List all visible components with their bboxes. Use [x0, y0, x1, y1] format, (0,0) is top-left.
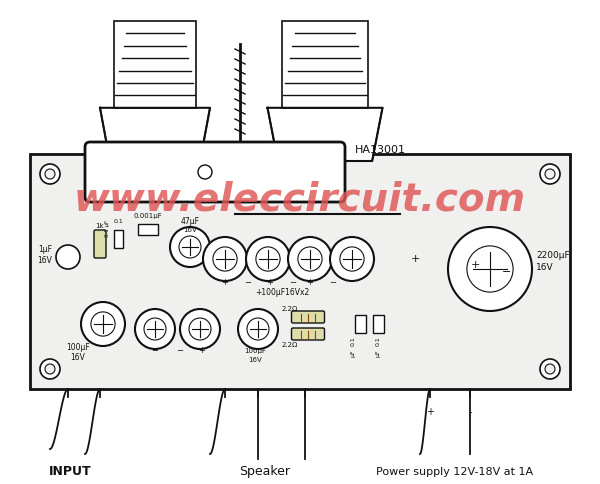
- Circle shape: [448, 227, 532, 311]
- Text: Speaker: Speaker: [239, 465, 290, 478]
- Circle shape: [288, 238, 332, 281]
- Circle shape: [330, 238, 374, 281]
- Circle shape: [56, 245, 80, 270]
- Text: +100μF16Vx2: +100μF16Vx2: [255, 287, 309, 296]
- Circle shape: [247, 318, 269, 340]
- Circle shape: [540, 165, 560, 184]
- Text: 16V: 16V: [248, 356, 262, 362]
- Circle shape: [238, 309, 278, 349]
- Text: −: −: [502, 267, 512, 276]
- Circle shape: [198, 166, 212, 180]
- Text: 0.1: 0.1: [113, 219, 123, 224]
- Text: 16V: 16V: [536, 262, 554, 272]
- Circle shape: [545, 364, 555, 374]
- Text: www.eleccircuit.com: www.eleccircuit.com: [74, 181, 526, 219]
- Text: Power supply 12V-18V at 1A: Power supply 12V-18V at 1A: [376, 466, 533, 476]
- Text: 2.2Ω: 2.2Ω: [282, 341, 298, 348]
- Text: +: +: [470, 259, 479, 270]
- Circle shape: [467, 246, 513, 292]
- Text: −: −: [245, 277, 251, 287]
- Text: −: −: [329, 277, 337, 287]
- Text: 0.1: 0.1: [376, 335, 380, 345]
- Text: 47μF: 47μF: [181, 216, 199, 226]
- Text: +: +: [199, 345, 205, 354]
- Text: 0.1: 0.1: [350, 335, 355, 345]
- Text: −: −: [176, 345, 184, 354]
- Text: +: +: [426, 406, 434, 416]
- Bar: [282, 22, 368, 108]
- Text: −: −: [151, 345, 158, 354]
- FancyBboxPatch shape: [94, 230, 106, 258]
- Circle shape: [135, 309, 175, 349]
- Circle shape: [40, 359, 60, 379]
- Bar: [30, 155, 570, 389]
- Bar: [114, 22, 196, 108]
- Circle shape: [179, 237, 201, 258]
- Circle shape: [45, 364, 55, 374]
- Text: 16V: 16V: [183, 227, 197, 232]
- Text: -: -: [468, 406, 472, 416]
- Text: 1k: 1k: [95, 223, 104, 228]
- Text: +: +: [410, 254, 419, 263]
- Circle shape: [545, 170, 555, 180]
- Text: 1μF: 1μF: [38, 244, 52, 254]
- Polygon shape: [100, 108, 210, 162]
- Circle shape: [180, 309, 220, 349]
- Circle shape: [203, 238, 247, 281]
- Circle shape: [40, 165, 60, 184]
- Text: 2.2Ω: 2.2Ω: [282, 305, 298, 311]
- Text: μF: μF: [376, 348, 380, 356]
- Text: 100μF: 100μF: [66, 342, 90, 351]
- Circle shape: [246, 238, 290, 281]
- Text: 0.1 μF: 0.1 μF: [104, 219, 110, 237]
- Circle shape: [45, 170, 55, 180]
- Bar: [373, 316, 383, 333]
- Text: HA13001: HA13001: [355, 145, 406, 155]
- Circle shape: [256, 247, 280, 272]
- Circle shape: [213, 247, 237, 272]
- Text: 100μF: 100μF: [244, 348, 266, 353]
- Bar: [355, 316, 365, 333]
- Text: +: +: [266, 277, 274, 287]
- Bar: [138, 224, 158, 235]
- Circle shape: [81, 302, 125, 346]
- Text: −: −: [290, 277, 296, 287]
- Text: 2200μF: 2200μF: [536, 251, 569, 259]
- Circle shape: [91, 312, 115, 336]
- Text: INPUT: INPUT: [49, 465, 91, 478]
- Circle shape: [170, 227, 210, 268]
- Circle shape: [144, 318, 166, 340]
- Text: +: +: [307, 277, 313, 287]
- FancyBboxPatch shape: [292, 328, 325, 340]
- FancyBboxPatch shape: [292, 311, 325, 323]
- Text: μF: μF: [350, 348, 355, 356]
- Circle shape: [298, 247, 322, 272]
- Text: 16V: 16V: [38, 256, 52, 264]
- Circle shape: [189, 318, 211, 340]
- Text: +: +: [221, 277, 229, 287]
- Polygon shape: [268, 108, 383, 162]
- Circle shape: [540, 359, 560, 379]
- Bar: [113, 230, 122, 248]
- Text: 0.001μF: 0.001μF: [134, 212, 163, 219]
- FancyBboxPatch shape: [85, 143, 345, 203]
- Text: 16V: 16V: [71, 352, 85, 361]
- Circle shape: [340, 247, 364, 272]
